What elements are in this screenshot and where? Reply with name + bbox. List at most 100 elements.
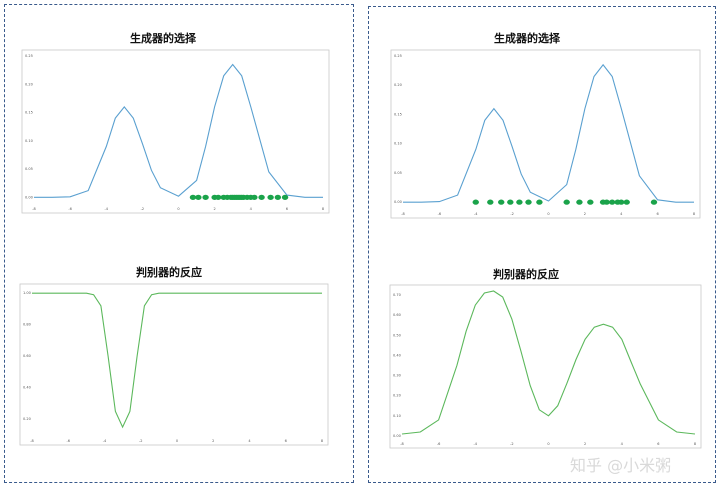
right-top-x-tick-label: -8 bbox=[401, 212, 405, 216]
left-top-sample-point bbox=[215, 194, 222, 200]
right-top-x-tick-label: -6 bbox=[438, 212, 442, 216]
left-bottom-y-tick-label: 1.00 bbox=[23, 291, 31, 295]
left-top-y-tick-label: 0.15 bbox=[25, 111, 33, 115]
right-top-sample-point bbox=[587, 199, 594, 205]
left-top-x-tick-label: -6 bbox=[68, 207, 72, 211]
left-top-sample-point bbox=[267, 194, 274, 200]
right-top-sample-point bbox=[618, 199, 625, 205]
left-top-sample-point bbox=[281, 194, 289, 200]
left-bottom-y-tick-label: 0.80 bbox=[23, 323, 31, 327]
right-bottom-y-tick-label: 0.20 bbox=[393, 394, 401, 398]
left-top-y-tick-label: 0.25 bbox=[25, 54, 33, 58]
right-top-x-tick-label: 0 bbox=[547, 212, 549, 216]
right-bottom-y-tick-label: 0.70 bbox=[393, 293, 401, 297]
right-top-sample-point bbox=[507, 199, 514, 205]
left-top-x-tick-label: 6 bbox=[286, 207, 288, 211]
right-bottom-x-tick-label: 6 bbox=[657, 442, 659, 446]
watermark: 知乎 @小米粥 bbox=[570, 456, 672, 475]
left-top-sample-point bbox=[189, 194, 197, 200]
left-bottom-x-tick-label: -2 bbox=[139, 439, 143, 443]
right-top-sample-point bbox=[516, 199, 523, 205]
right-top-y-tick-label: 0.00 bbox=[394, 200, 402, 204]
right-top-sample-point bbox=[603, 199, 610, 205]
left-top-x-tick-label: 8 bbox=[322, 207, 324, 211]
left-top-x-tick-label: -2 bbox=[141, 207, 145, 211]
right-top-sample-point bbox=[498, 199, 505, 205]
right-bottom-plot-frame bbox=[389, 284, 702, 449]
right-bottom-x-tick-label: 4 bbox=[621, 442, 624, 446]
left-bottom-x-tick-label: -8 bbox=[30, 439, 34, 443]
right-top-series-line bbox=[403, 63, 694, 203]
right-bottom-x-tick-label: 8 bbox=[694, 442, 696, 446]
right-bottom-x-tick-label: 0 bbox=[547, 442, 549, 446]
left-top-y-tick-label: 0.10 bbox=[25, 139, 33, 143]
right-bottom-y-tick-label: 0.10 bbox=[393, 414, 401, 418]
left-bottom-plot-frame bbox=[19, 283, 329, 446]
right-top-x-tick-label: 8 bbox=[693, 212, 695, 216]
right-top-y-tick-label: 0.10 bbox=[394, 142, 402, 146]
right-generator-title: 生成器的选择 bbox=[494, 32, 560, 45]
left-top-x-tick-label: 0 bbox=[177, 207, 179, 211]
right-top-sample-point bbox=[650, 199, 658, 205]
left-bottom-x-tick-label: -4 bbox=[103, 439, 107, 443]
right-top-sample-point bbox=[576, 199, 583, 205]
right-top-sample-point bbox=[623, 199, 630, 205]
left-bottom-x-tick-label: 6 bbox=[285, 439, 287, 443]
left-bottom-x-tick-label: 2 bbox=[212, 439, 214, 443]
right-top-x-tick-label: 2 bbox=[584, 212, 586, 216]
right-bottom-y-tick-label: 0.00 bbox=[393, 434, 401, 438]
left-bottom-y-tick-label: 0.40 bbox=[23, 386, 31, 390]
right-top-x-tick-label: -2 bbox=[510, 212, 514, 216]
right-panel bbox=[368, 6, 716, 483]
right-top-x-tick-label: 6 bbox=[657, 212, 659, 216]
left-top-sample-point bbox=[195, 194, 202, 200]
right-discriminator-title: 判别器的反应 bbox=[493, 268, 559, 281]
right-top-sample-point bbox=[536, 199, 543, 205]
right-top-sample-point bbox=[608, 199, 616, 205]
left-top-x-tick-label: -8 bbox=[32, 207, 36, 211]
left-top-y-tick-label: 0.00 bbox=[25, 195, 33, 199]
right-top-x-tick-label: -4 bbox=[474, 212, 478, 216]
right-top-y-tick-label: 0.25 bbox=[394, 54, 402, 58]
right-bottom-x-tick-label: -6 bbox=[437, 442, 441, 446]
left-top-series-line bbox=[34, 63, 323, 198]
right-bottom-x-tick-label: -2 bbox=[510, 442, 514, 446]
right-bottom-y-tick-label: 0.50 bbox=[393, 333, 401, 337]
right-top-sample-point bbox=[487, 199, 494, 205]
left-bottom-chart: -8 -6 -4 -2 0 2 4 6 8 0.20 0.40 0.60 0.80 1.00 bbox=[19, 283, 329, 446]
left-top-y-tick-label: 0.20 bbox=[25, 82, 33, 86]
left-top-x-tick-label: -4 bbox=[105, 207, 109, 211]
left-bottom-x-tick-label: 8 bbox=[321, 439, 323, 443]
right-bottom-x-tick-label: 2 bbox=[584, 442, 586, 446]
right-bottom-chart: -8 -6 -4 -2 0 2 4 6 8 0.00 0.10 0.20 0.30 0.40 0.50 0.6… bbox=[389, 284, 702, 449]
right-top-x-tick-label: 4 bbox=[620, 212, 623, 216]
right-bottom-y-tick-label: 0.40 bbox=[393, 353, 401, 357]
left-top-x-tick-label: 4 bbox=[250, 207, 253, 211]
right-bottom-y-tick-label: 0.30 bbox=[393, 374, 401, 378]
right-top-sample-point bbox=[563, 199, 570, 205]
right-top-chart: -8 -6 -4 -2 0 2 4 6 8 0.00 0.05 0.10 0.15 0.20 0.25 bbox=[390, 49, 701, 219]
left-bottom-x-tick-label: 4 bbox=[248, 439, 251, 443]
left-top-sample-point bbox=[202, 194, 209, 200]
right-top-y-tick-label: 0.20 bbox=[394, 83, 402, 87]
left-bottom-x-tick-label: 0 bbox=[176, 439, 178, 443]
left-top-chart: -8 -6 -4 -2 0 2 4 6 8 0.00 0.05 0.10 0.15 0.20 0.25 bbox=[21, 49, 330, 214]
right-top-y-tick-label: 0.05 bbox=[394, 171, 402, 175]
left-discriminator-title: 判别器的反应 bbox=[136, 266, 202, 279]
left-top-plot-frame bbox=[21, 49, 330, 214]
left-top-sample-point bbox=[258, 194, 265, 200]
right-bottom-x-tick-label: -8 bbox=[400, 442, 404, 446]
left-generator-title: 生成器的选择 bbox=[130, 32, 196, 45]
left-top-x-tick-label: 2 bbox=[214, 207, 216, 211]
left-bottom-y-tick-label: 0.20 bbox=[23, 417, 31, 421]
right-top-y-tick-label: 0.15 bbox=[394, 112, 402, 116]
left-bottom-series-line bbox=[32, 292, 322, 429]
right-top-plot-frame bbox=[390, 49, 701, 219]
right-bottom-x-tick-label: -4 bbox=[474, 442, 478, 446]
right-bottom-y-tick-label: 0.60 bbox=[393, 313, 401, 317]
left-panel bbox=[4, 4, 354, 483]
left-bottom-y-tick-label: 0.60 bbox=[23, 354, 31, 358]
left-top-y-tick-label: 0.05 bbox=[25, 167, 33, 171]
right-bottom-series-line bbox=[401, 290, 696, 435]
